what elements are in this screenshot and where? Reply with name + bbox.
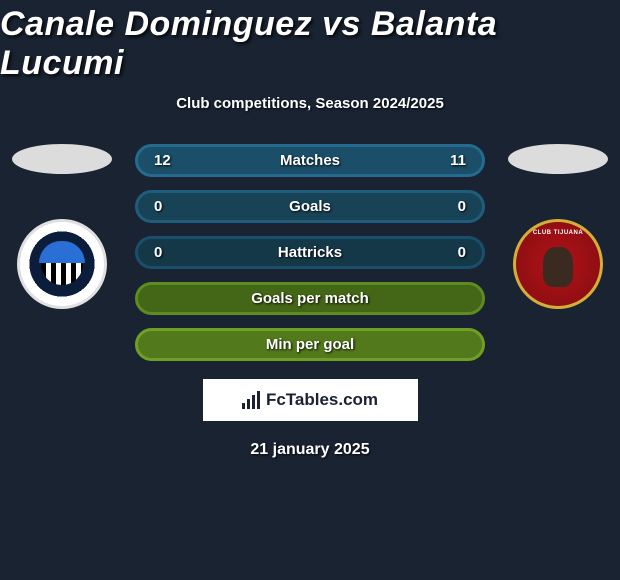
stat-label: Hattricks <box>194 244 426 261</box>
comparison-card: Canale Dominguez vs Balanta Lucumi Club … <box>0 0 620 580</box>
chart-bars-icon <box>242 391 260 409</box>
subtitle: Club competitions, Season 2024/2025 <box>176 95 444 112</box>
stat-row-goals: 0 Goals 0 <box>135 190 485 223</box>
right-flag-placeholder <box>508 144 608 174</box>
footer-date: 21 january 2025 <box>250 441 369 459</box>
queretaro-badge-icon <box>39 241 85 287</box>
stat-label: Goals <box>194 198 426 215</box>
stat-right-value: 11 <box>426 152 466 169</box>
stats-column: 12 Matches 11 0 Goals 0 0 Hattricks 0 Go… <box>135 144 485 361</box>
branding-box: FcTables.com <box>203 379 418 421</box>
stat-left-value: 0 <box>154 244 194 261</box>
left-flag-placeholder <box>12 144 112 174</box>
stat-label: Min per goal <box>194 336 426 353</box>
stat-left-value: 12 <box>154 152 194 169</box>
right-side-column: CLUB TIJUANA <box>503 144 613 309</box>
left-side-column <box>7 144 117 309</box>
tijuana-badge-text: CLUB TIJUANA <box>533 230 583 236</box>
stat-label: Goals per match <box>194 290 426 307</box>
page-title: Canale Dominguez vs Balanta Lucumi <box>0 5 620 83</box>
stat-right-value: 0 <box>426 244 466 261</box>
left-club-badge <box>17 219 107 309</box>
stat-right-value: 0 <box>426 198 466 215</box>
main-row: 12 Matches 11 0 Goals 0 0 Hattricks 0 Go… <box>0 144 620 361</box>
stat-row-matches: 12 Matches 11 <box>135 144 485 177</box>
right-club-badge: CLUB TIJUANA <box>513 219 603 309</box>
stat-label: Matches <box>194 152 426 169</box>
stat-row-min-per-goal: Min per goal <box>135 328 485 361</box>
branding-text: FcTables.com <box>266 390 378 410</box>
stat-left-value: 0 <box>154 198 194 215</box>
stat-row-goals-per-match: Goals per match <box>135 282 485 315</box>
xolo-dog-icon <box>543 247 573 287</box>
stat-row-hattricks: 0 Hattricks 0 <box>135 236 485 269</box>
